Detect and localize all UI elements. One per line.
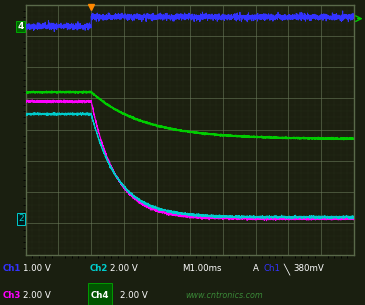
Text: M1.00ms: M1.00ms: [182, 264, 222, 273]
Bar: [88, 283, 112, 305]
Text: 1.00 V: 1.00 V: [23, 264, 51, 273]
Text: A: A: [253, 264, 259, 273]
Text: ╲: ╲: [283, 263, 289, 274]
Text: 380mV: 380mV: [293, 264, 324, 273]
Text: 2.00 V: 2.00 V: [120, 292, 148, 300]
Text: Ch3: Ch3: [3, 292, 22, 300]
Text: 2.00 V: 2.00 V: [110, 264, 138, 273]
Text: www.cntronics.com: www.cntronics.com: [185, 292, 263, 300]
Text: Ch1: Ch1: [264, 264, 281, 273]
Text: 4: 4: [18, 22, 24, 31]
Text: Ch4: Ch4: [91, 292, 109, 300]
Text: 2: 2: [18, 214, 24, 223]
Text: 2.00 V: 2.00 V: [23, 292, 51, 300]
Text: Ch1: Ch1: [3, 264, 22, 273]
Text: Ch2: Ch2: [90, 264, 108, 273]
